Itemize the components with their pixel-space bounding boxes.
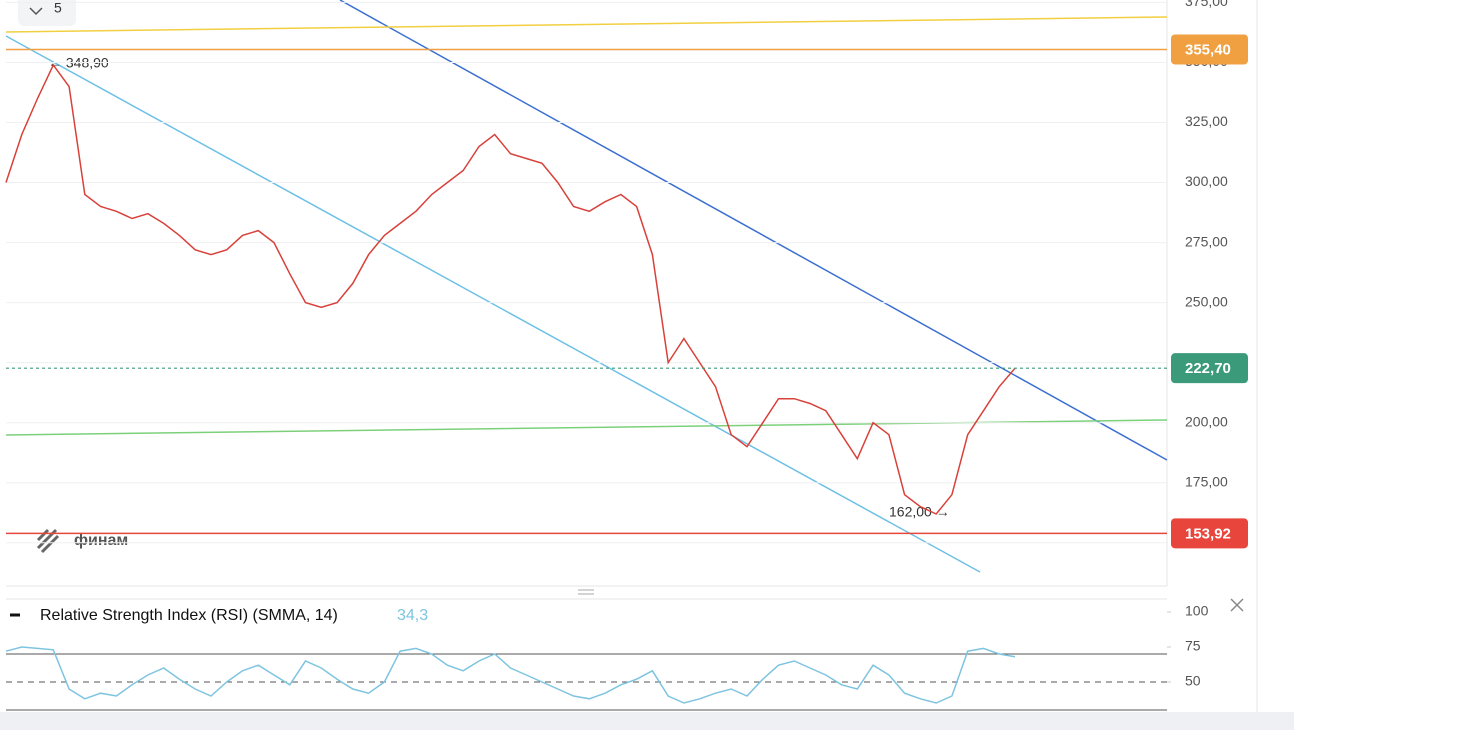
price-tag	[1171, 518, 1248, 549]
y-tick-label: 75	[1185, 638, 1201, 654]
y-tick-label: 175,00	[1185, 473, 1228, 489]
price-line	[5, 63, 1016, 515]
y-tick-label: 325,00	[1185, 113, 1228, 129]
background	[0, 0, 1294, 730]
close-button[interactable]	[1230, 598, 1244, 612]
logo: финам	[36, 528, 128, 554]
rsi-current: 34,3	[397, 607, 428, 624]
price-tag	[1171, 353, 1248, 384]
rsi-title: Relative Strength Index (RSI) (SMMA, 14)	[40, 607, 338, 624]
price-tag	[1171, 34, 1248, 65]
trend-line	[339, 0, 1168, 461]
price-tag-label: 222,70	[1185, 360, 1231, 377]
interval-button[interactable]	[18, 0, 76, 26]
resize-handle[interactable]	[578, 589, 594, 595]
y-tick-label: 275,00	[1185, 233, 1228, 249]
price-tag-label: 355,40	[1185, 41, 1231, 58]
bottom-bar	[0, 712, 1294, 730]
y-tick-label: 250,00	[1185, 293, 1228, 309]
y-tick-label: 50	[1185, 673, 1201, 689]
price-tag-label: 153,92	[1185, 525, 1231, 542]
annotation: 162,00 →	[889, 504, 950, 520]
y-tick-label: 200,00	[1185, 413, 1228, 429]
badge: 5	[54, 0, 62, 16]
logo-text: финам	[74, 532, 128, 549]
chevron-icon	[29, 7, 43, 16]
y-tick-label: 100	[1185, 603, 1209, 619]
y-tick-label: 375,00	[1185, 0, 1228, 9]
price-line	[5, 646, 1016, 704]
y-tick-label: 300,00	[1185, 173, 1228, 189]
trend-line	[5, 16, 1168, 33]
